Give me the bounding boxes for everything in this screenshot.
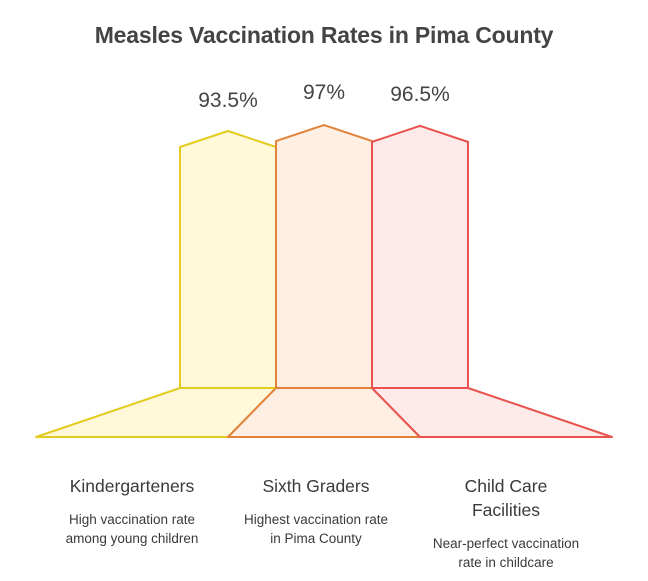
- category-label: Kindergarteners: [69, 476, 195, 496]
- category-description: High vaccination rate among young childr…: [65, 512, 199, 546]
- chart-title: Measles Vaccination Rates in Pima County: [94, 22, 554, 48]
- value-label-sixth-graders: 97%: [303, 81, 345, 104]
- value-label-child-care: 96.5%: [390, 83, 450, 106]
- category-child-care: Child Care Facilities Near-perfect vacci…: [416, 474, 596, 572]
- bar-sixth-graders: [275, 124, 373, 389]
- category-label: Sixth Graders: [262, 476, 370, 496]
- category-label: Child Care Facilities: [464, 476, 548, 520]
- category-kindergarteners: Kindergarteners High vaccination rate am…: [42, 474, 222, 548]
- value-label-kindergarteners: 93.5%: [198, 89, 258, 112]
- bar-kindergarteners: [179, 130, 277, 389]
- category-description: Highest vaccination rate in Pima County: [243, 512, 389, 546]
- bar-child-care: [371, 124, 469, 389]
- category-description: Near-perfect vaccination rate in childca…: [432, 536, 580, 570]
- category-sixth-graders: Sixth Graders Highest vaccination rate i…: [226, 474, 406, 548]
